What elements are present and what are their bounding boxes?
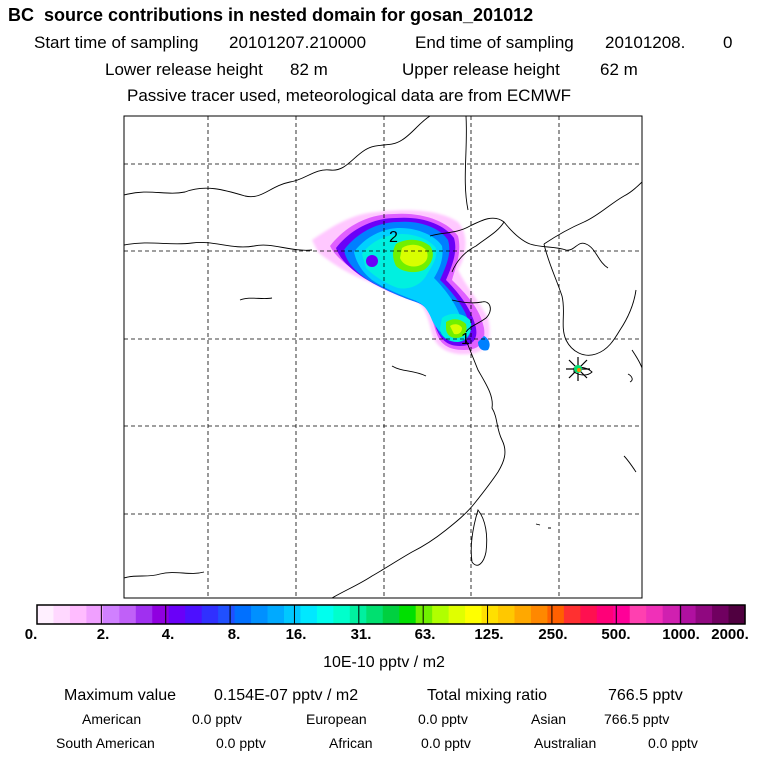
colorbar-swatch bbox=[563, 605, 581, 624]
end-time-label: End time of sampling bbox=[415, 33, 574, 52]
colorbar-swatch bbox=[679, 605, 697, 624]
colorbar-swatch bbox=[728, 605, 746, 624]
region-value: 0.0 pptv bbox=[192, 711, 242, 727]
colorbar bbox=[36, 604, 746, 625]
colorbar-swatch bbox=[646, 605, 664, 624]
colorbar-tick: 500. bbox=[601, 626, 631, 643]
colorbar-swatch bbox=[152, 605, 170, 624]
end-time-tail: 0 bbox=[723, 33, 733, 52]
colorbar-tick: 2000. bbox=[711, 626, 749, 643]
region-name: Australian bbox=[534, 735, 597, 751]
colorbar-swatch bbox=[481, 605, 499, 624]
plume-label-2: 2 bbox=[389, 229, 398, 246]
colorbar-swatch bbox=[185, 605, 203, 624]
colorbar-tick: 1000. bbox=[662, 626, 700, 643]
colorbar-tick: 2. bbox=[96, 626, 110, 643]
colorbar-swatch bbox=[712, 605, 730, 624]
colorbar-swatch bbox=[448, 605, 466, 624]
lower-release-value: 82 m bbox=[290, 60, 328, 79]
colorbar-swatch bbox=[135, 605, 153, 624]
colorbar-swatch bbox=[251, 605, 269, 624]
colorbar-tick: 63. bbox=[414, 626, 436, 643]
region-name: Asian bbox=[531, 711, 567, 727]
region-value: 0.0 pptv bbox=[216, 735, 266, 751]
colorbar-swatch bbox=[333, 605, 351, 624]
colorbar-swatch bbox=[415, 605, 433, 624]
colorbar-tick: 0. bbox=[24, 626, 38, 643]
map-frame bbox=[123, 115, 643, 599]
colorbar-tick: 250. bbox=[538, 626, 568, 643]
colorbar-swatch bbox=[300, 605, 318, 624]
colorbar-swatch bbox=[102, 605, 120, 624]
total-mixing-value: 766.5 pptv bbox=[608, 687, 683, 704]
total-mixing-label: Total mixing ratio bbox=[427, 687, 548, 704]
colorbar-swatch bbox=[69, 605, 87, 624]
colorbar-swatch bbox=[234, 605, 252, 624]
colorbar-swatch bbox=[382, 605, 400, 624]
colorbar-swatch bbox=[267, 605, 285, 624]
region-value: 766.5 pptv bbox=[604, 711, 670, 727]
colorbar-tick: 16. bbox=[285, 626, 307, 643]
region-value: 0.0 pptv bbox=[418, 711, 468, 727]
colorbar-swatch bbox=[629, 605, 647, 624]
colorbar-swatch bbox=[432, 605, 450, 624]
end-time-value: 20101208. bbox=[605, 33, 686, 52]
source-contribution-plume bbox=[312, 210, 490, 355]
colorbar-swatch bbox=[86, 605, 104, 624]
colorbar-tick: 31. bbox=[350, 626, 372, 643]
region-name: South American bbox=[56, 735, 155, 751]
colorbar-swatch bbox=[613, 605, 631, 624]
colorbar-swatch bbox=[201, 605, 219, 624]
colorbar-swatch bbox=[662, 605, 680, 624]
coastlines bbox=[124, 116, 642, 598]
upper-release-label: Upper release height bbox=[402, 60, 560, 79]
colorbar-tick: 8. bbox=[227, 626, 241, 643]
colorbar-swatch bbox=[498, 605, 516, 624]
colorbar-swatch bbox=[316, 605, 334, 624]
colorbar-frame bbox=[36, 604, 746, 625]
max-value-label: Maximum value bbox=[64, 687, 177, 704]
start-time-label: Start time of sampling bbox=[34, 33, 199, 52]
receptor-star-icon bbox=[566, 357, 590, 381]
colorbar-swatch bbox=[547, 605, 565, 624]
colorbar-swatch bbox=[514, 605, 532, 624]
region-name: American bbox=[82, 711, 142, 727]
colorbar-swatch bbox=[366, 605, 384, 624]
plume-label-1: 1 bbox=[461, 331, 470, 348]
colorbar-tick: 125. bbox=[474, 626, 504, 643]
region-value: 0.0 pptv bbox=[421, 735, 471, 751]
colorbar-unit: 10E-10 pptv / m2 bbox=[323, 654, 445, 671]
colorbar-swatch bbox=[465, 605, 483, 624]
plot-title: BC source contributions in nested domain… bbox=[8, 5, 534, 25]
region-value: 0.0 pptv bbox=[648, 735, 698, 751]
colorbar-swatch bbox=[283, 605, 302, 624]
region-name: European bbox=[306, 711, 367, 727]
lower-release-label: Lower release height bbox=[105, 60, 263, 79]
colorbar-swatch bbox=[530, 605, 549, 624]
region-name: African bbox=[329, 735, 373, 751]
colorbar-swatch bbox=[119, 605, 137, 624]
lat-lon-grid bbox=[124, 116, 642, 598]
start-time-value: 20101207.210000 bbox=[229, 33, 367, 52]
colorbar-tick: 4. bbox=[161, 626, 175, 643]
colorbar-swatch bbox=[53, 605, 71, 624]
colorbar-swatch bbox=[218, 605, 236, 624]
colorbar-swatch bbox=[37, 605, 55, 624]
colorbar-swatch bbox=[596, 605, 614, 624]
colorbar-swatch bbox=[695, 605, 713, 624]
upper-release-value: 62 m bbox=[600, 60, 638, 79]
tracer-note: Passive tracer used, meteorological data… bbox=[127, 86, 572, 105]
max-value: 0.154E-07 pptv / m2 bbox=[214, 687, 359, 704]
colorbar-swatch bbox=[580, 605, 598, 624]
colorbar-swatch bbox=[168, 605, 186, 624]
colorbar-swatch bbox=[399, 605, 417, 624]
